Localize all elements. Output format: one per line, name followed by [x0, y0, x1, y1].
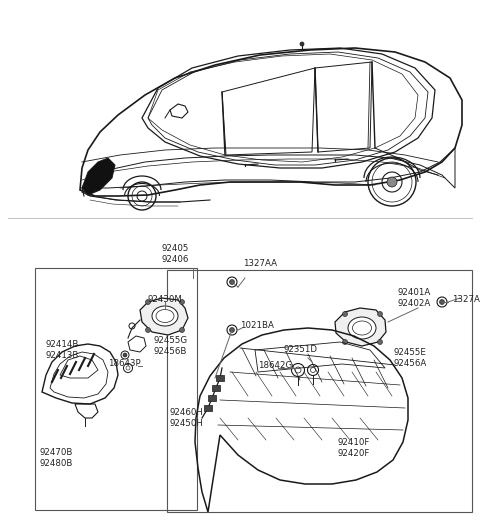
Circle shape — [229, 327, 235, 333]
Bar — [216, 375, 224, 381]
Bar — [204, 405, 212, 411]
Polygon shape — [335, 308, 386, 346]
Text: 18642G: 18642G — [258, 361, 292, 370]
Text: 92430M: 92430M — [148, 295, 183, 304]
Circle shape — [300, 42, 304, 46]
Text: 1327AA: 1327AA — [452, 295, 480, 304]
Text: 92470B
92480B: 92470B 92480B — [40, 448, 73, 468]
Circle shape — [180, 300, 184, 304]
Circle shape — [145, 300, 151, 304]
Text: 92351D: 92351D — [284, 346, 318, 355]
Bar — [212, 385, 220, 391]
Bar — [167, 270, 472, 512]
Text: 92460H
92450H: 92460H 92450H — [170, 408, 204, 428]
Text: 92401A
92402A: 92401A 92402A — [398, 288, 431, 308]
Text: 1021BA: 1021BA — [240, 322, 274, 331]
Bar — [35, 268, 197, 510]
Circle shape — [377, 312, 383, 316]
Polygon shape — [140, 298, 188, 335]
Text: 92414B
92413B: 92414B 92413B — [45, 340, 78, 360]
Text: 18643P: 18643P — [108, 359, 141, 369]
Bar — [208, 395, 216, 401]
Polygon shape — [82, 158, 115, 195]
Circle shape — [229, 279, 235, 285]
Text: 1327AA: 1327AA — [243, 259, 277, 268]
Circle shape — [387, 177, 397, 187]
Text: 92410F
92420F: 92410F 92420F — [338, 438, 371, 458]
Text: 92405
92406: 92405 92406 — [161, 244, 189, 264]
Circle shape — [343, 312, 348, 316]
Ellipse shape — [152, 306, 178, 326]
Circle shape — [180, 327, 184, 333]
Ellipse shape — [348, 317, 376, 339]
Text: 92455G
92456B: 92455G 92456B — [153, 336, 187, 356]
Circle shape — [377, 339, 383, 345]
Circle shape — [145, 327, 151, 333]
Circle shape — [440, 300, 444, 304]
Circle shape — [343, 339, 348, 345]
Circle shape — [123, 353, 127, 357]
Text: 92455E
92456A: 92455E 92456A — [393, 348, 426, 368]
